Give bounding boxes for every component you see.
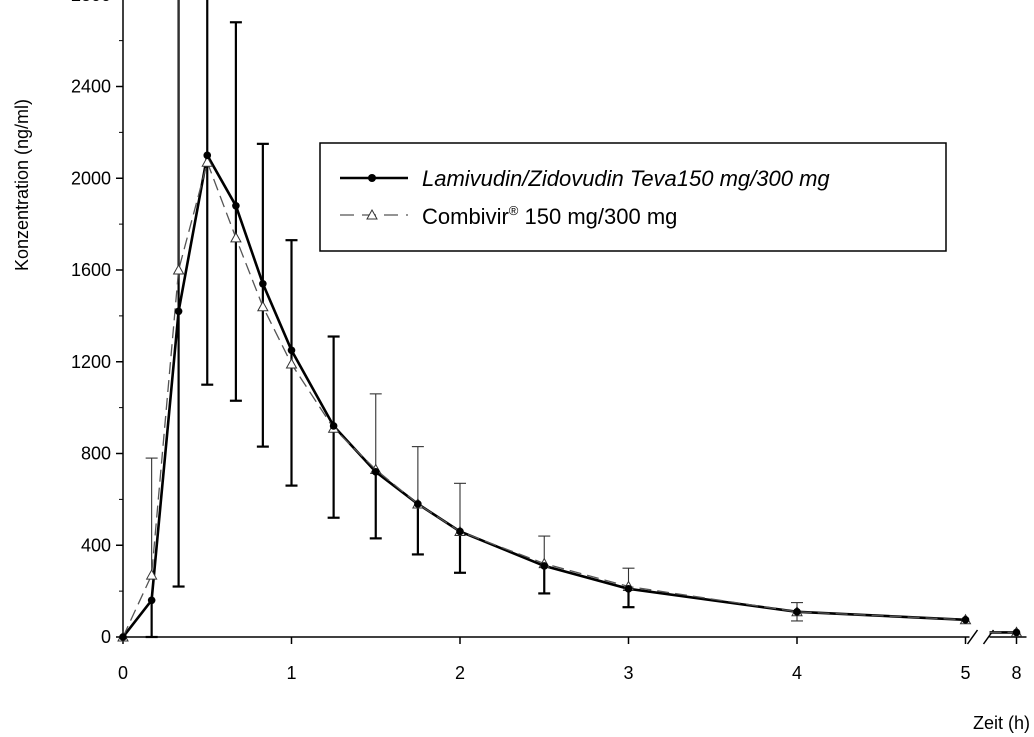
combivir-point — [257, 300, 269, 312]
x-tick-label: 3 — [623, 663, 633, 683]
y-tick-label: 2400 — [71, 77, 111, 97]
x-tick-label: 2 — [455, 663, 465, 683]
y-tick-label: 400 — [81, 535, 111, 555]
x-tick-label: 8 — [1011, 663, 1021, 683]
teva-point — [456, 527, 464, 536]
y-tick-label: 800 — [81, 444, 111, 464]
legend: Lamivudin/Zidovudin Teva150 mg/300 mg Co… — [319, 142, 947, 252]
combivir-point — [201, 156, 214, 167]
legend-swatch-combivir-marker — [366, 208, 378, 220]
x-tick-label: 4 — [792, 663, 802, 683]
teva-point — [203, 151, 212, 160]
y-tick-label: 1200 — [71, 352, 111, 372]
teva-point — [119, 633, 127, 641]
legend-label-teva: Lamivudin/Zidovudin Teva150 mg/300 mg — [422, 166, 830, 191]
teva-point — [329, 422, 338, 430]
legend-box — [319, 142, 947, 252]
teva-point — [174, 307, 183, 316]
teva-point — [371, 468, 380, 476]
axes: 04008001200160020002400280032000123458 — [71, 0, 1027, 683]
combivir-point — [172, 263, 185, 275]
teva-point — [147, 596, 156, 605]
teva-point — [961, 615, 970, 624]
teva-point — [540, 562, 549, 570]
teva-point — [793, 607, 801, 616]
teva-point — [624, 585, 633, 593]
y-tick-label: 1600 — [71, 260, 111, 280]
y-tick-label: 2000 — [71, 168, 111, 188]
x-tick-label: 5 — [960, 663, 970, 683]
x-axis-title: Zeit (h) — [973, 713, 1030, 733]
y-tick-label: 2800 — [71, 0, 111, 5]
teva-point — [232, 201, 240, 210]
teva-point — [414, 500, 422, 508]
legend-label-combivir-suffix: 150 mg/300 mg — [518, 204, 677, 229]
combivir-point — [145, 569, 158, 580]
teva-point — [287, 346, 296, 355]
y-tick-label: 0 — [101, 627, 111, 647]
axis-break-mark — [966, 629, 979, 645]
legend-label-combivir-name: Combivir — [422, 204, 509, 229]
teva-point — [1012, 628, 1021, 637]
legend-label-combivir: Combivir® 150 mg/300 mg — [422, 203, 677, 229]
error-bars — [145, 0, 803, 639]
x-tick-label: 1 — [286, 663, 296, 683]
legend-label-combivir-reg: ® — [509, 203, 519, 218]
legend-swatch-teva-marker — [368, 174, 376, 182]
teva-point — [259, 279, 267, 288]
series-markers — [117, 151, 1023, 642]
combivir-point — [230, 231, 242, 243]
y-axis-title: Konzentration (ng/ml) — [12, 99, 32, 271]
combivir-point — [285, 358, 298, 369]
x-tick-label: 0 — [118, 663, 128, 683]
